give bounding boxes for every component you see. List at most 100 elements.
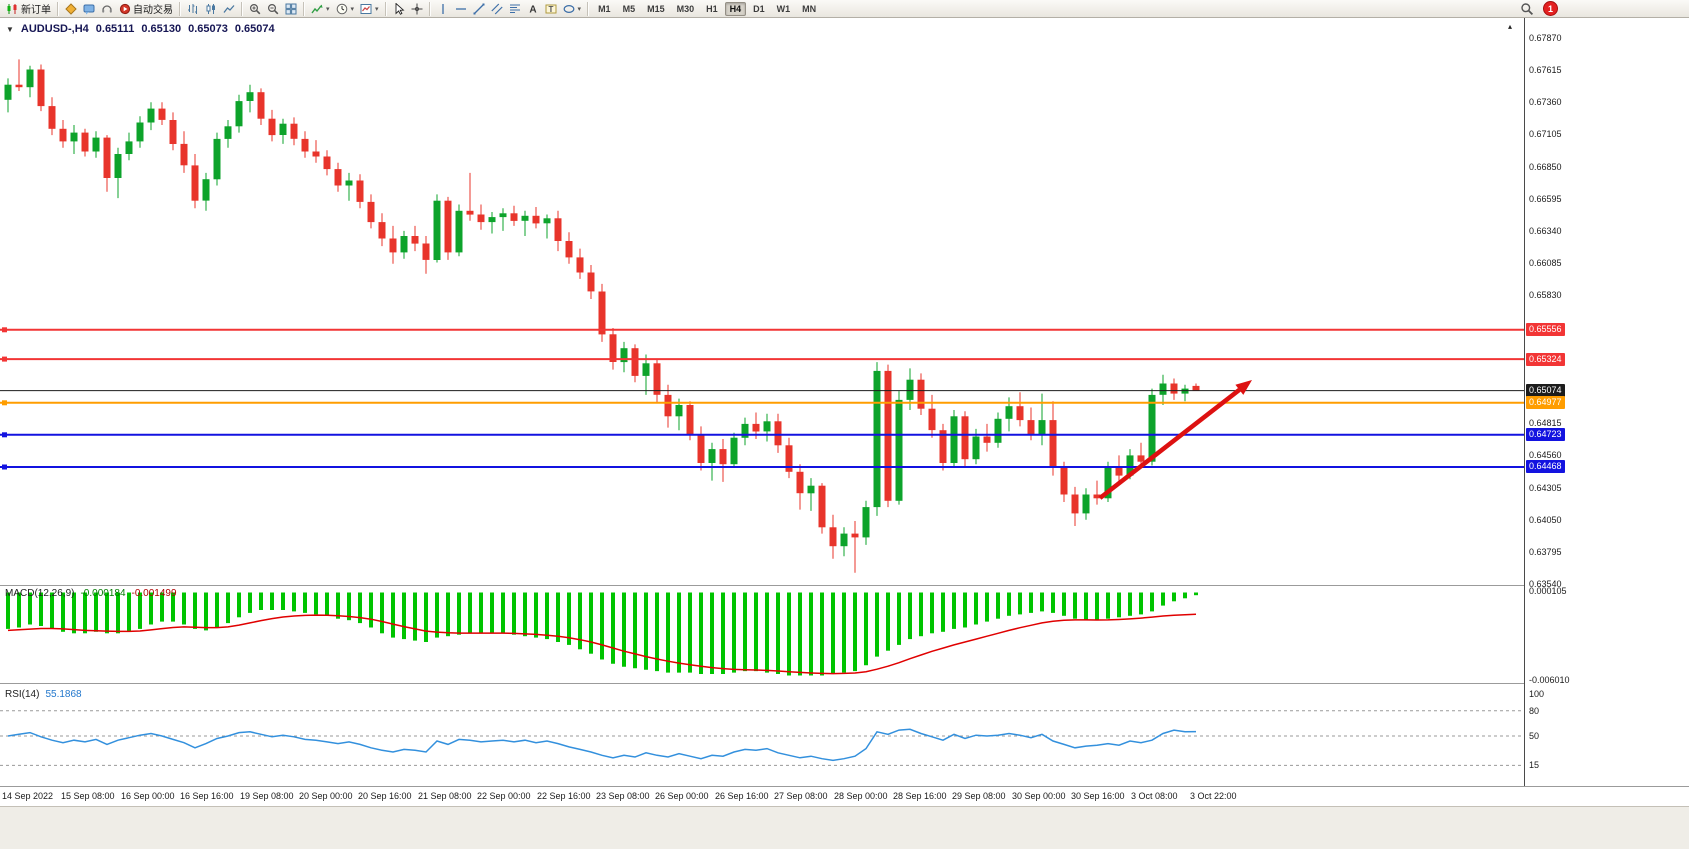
price-tick: 0.67870	[1529, 33, 1562, 43]
price-tick: 0.66850	[1529, 161, 1562, 172]
crosshair-button[interactable]	[408, 1, 426, 17]
new-order-button[interactable]: 新订单	[3, 1, 54, 17]
candle	[257, 88, 265, 125]
horizontal-line-button[interactable]	[452, 1, 470, 17]
candle	[763, 413, 771, 442]
shapes-button[interactable]: ▾	[560, 1, 585, 17]
candle	[598, 283, 606, 342]
candle	[565, 232, 573, 264]
candle	[81, 128, 89, 157]
candle	[1115, 455, 1123, 484]
time-label: 23 Sep 08:00	[596, 791, 650, 801]
candle	[290, 117, 298, 146]
support-button[interactable]	[98, 1, 116, 17]
rsi-panel[interactable]	[0, 684, 1524, 786]
dropdown-arrow-icon[interactable]: ▾	[375, 5, 379, 13]
dropdown-arrow-icon[interactable]: ▾	[577, 5, 582, 13]
candle	[510, 205, 518, 226]
timeframe-m15-button[interactable]: M15	[647, 3, 665, 14]
search-icon[interactable]	[1520, 2, 1534, 16]
trendline-button[interactable]	[470, 1, 488, 17]
candle	[356, 174, 364, 209]
templates-button[interactable]: ▾	[357, 1, 382, 17]
candle	[587, 265, 595, 299]
time-label: 16 Sep 16:00	[180, 791, 234, 801]
candle	[664, 384, 672, 428]
line-handle[interactable]	[2, 464, 7, 470]
candle	[884, 364, 892, 508]
candle	[213, 132, 221, 186]
timeframe-m30-button[interactable]: M30	[676, 3, 695, 14]
trend-arrow[interactable]	[1098, 380, 1252, 500]
timeframe-m1-button[interactable]: M1	[598, 3, 611, 14]
crosshair-icon	[411, 3, 423, 15]
autotrading-button[interactable]: 自动交易	[116, 1, 176, 17]
bubble-icon	[83, 3, 95, 15]
chart-collapse-icon[interactable]: ▼	[6, 24, 14, 34]
timeframe-d1-button[interactable]: D1	[753, 3, 765, 14]
panel-separator[interactable]	[0, 585, 1689, 586]
candle	[202, 172, 210, 211]
text-button[interactable]: A	[524, 1, 542, 17]
timeframe-h4-button[interactable]: H4	[724, 1, 747, 16]
candle	[686, 401, 694, 441]
zoom-in-button[interactable]	[246, 1, 264, 17]
candle	[730, 432, 738, 468]
time-label: 26 Sep 16:00	[715, 791, 769, 801]
dropdown-arrow-icon[interactable]: ▾	[350, 5, 355, 13]
candle	[796, 464, 804, 510]
notification-badge[interactable]: 1	[1543, 1, 1558, 16]
timeframe-h1-button[interactable]: H1	[706, 3, 718, 14]
time-label: 28 Sep 16:00	[893, 791, 947, 801]
zoom-out-button[interactable]	[264, 1, 282, 17]
pivot-line-orange-tag: 0.64977	[1526, 396, 1565, 409]
line-handle[interactable]	[2, 356, 7, 362]
rsi-label: RSI(14) 55.1868	[5, 689, 82, 700]
periods-button[interactable]: ▾	[333, 1, 358, 17]
messages-button[interactable]	[80, 1, 98, 17]
candle	[961, 411, 969, 468]
candle	[774, 413, 782, 453]
candle	[708, 442, 716, 481]
line-handle[interactable]	[2, 400, 7, 406]
tile-windows-button[interactable]	[282, 1, 300, 17]
new-order-icon	[6, 3, 19, 15]
chart-bars-button[interactable]	[184, 1, 202, 17]
chart-candles-button[interactable]	[202, 1, 220, 17]
time-axis[interactable]: 14 Sep 2022 15 Sep 08:00 16 Sep 00:00 16 Se…	[0, 786, 1689, 806]
vertical-line-button[interactable]	[434, 1, 452, 17]
candle	[554, 210, 562, 252]
price-tick: 0.67615	[1529, 65, 1562, 76]
cursor-button[interactable]	[390, 1, 408, 17]
timeframe-mn-button[interactable]: MN	[802, 3, 817, 14]
rsi-value: 55.1868	[45, 689, 82, 700]
timeframe-w1-button[interactable]: W1	[776, 3, 791, 14]
toolbar-separator	[428, 1, 431, 16]
panel-separator[interactable]	[0, 683, 1689, 684]
candle	[1192, 383, 1200, 391]
line-handle[interactable]	[2, 327, 7, 333]
timeframe-m5-button[interactable]: M5	[622, 3, 636, 14]
line-handle[interactable]	[2, 432, 7, 438]
text-label-button[interactable]: T	[542, 1, 560, 17]
candle	[59, 120, 67, 148]
chart-line-button[interactable]	[220, 1, 238, 17]
indicators-button[interactable]: ▾	[308, 1, 333, 17]
mql5-community-button[interactable]	[62, 1, 80, 17]
autoscroll-icon[interactable]: ▴	[1508, 22, 1513, 31]
price-chart[interactable]	[0, 18, 1524, 585]
candle	[576, 248, 584, 279]
candle	[334, 162, 342, 192]
fibonacci-button[interactable]	[506, 1, 524, 17]
equidistant-channel-button[interactable]	[488, 1, 506, 17]
support-line-1-tag: 0.64723	[1526, 428, 1565, 441]
candle	[4, 78, 12, 113]
time-label: 15 Sep 08:00	[61, 791, 115, 801]
candle	[191, 154, 199, 209]
price-axis[interactable]: 0.67870 0.67615 0.67360 0.67105 0.66850 0.665…	[1525, 18, 1689, 806]
dropdown-arrow-icon[interactable]: ▾	[326, 5, 330, 13]
macd-panel[interactable]	[0, 585, 1524, 683]
price-tick: 0.67360	[1529, 97, 1562, 108]
candle	[37, 64, 45, 112]
